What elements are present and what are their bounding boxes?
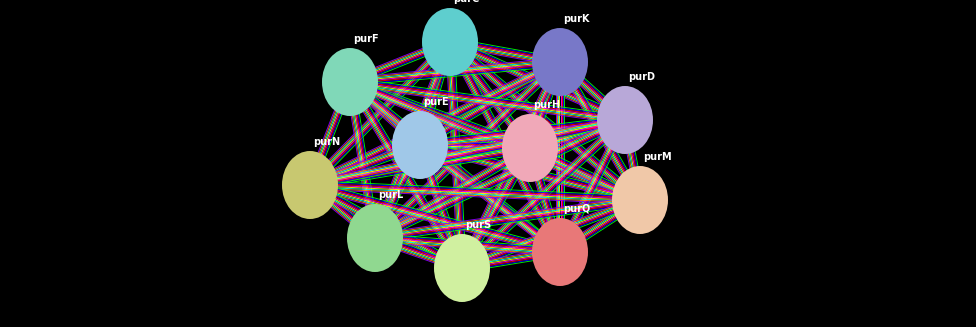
Ellipse shape — [532, 28, 588, 96]
Ellipse shape — [597, 86, 653, 154]
Ellipse shape — [282, 151, 338, 219]
Ellipse shape — [502, 114, 558, 182]
Text: purD: purD — [628, 72, 655, 82]
Ellipse shape — [422, 8, 478, 76]
Text: purM: purM — [643, 152, 671, 162]
Text: purE: purE — [423, 97, 449, 107]
Text: purH: purH — [533, 100, 560, 110]
Text: purC: purC — [453, 0, 479, 4]
Ellipse shape — [612, 166, 668, 234]
Ellipse shape — [532, 218, 588, 286]
Text: purL: purL — [378, 190, 403, 200]
Ellipse shape — [434, 234, 490, 302]
Text: purS: purS — [465, 220, 491, 230]
Ellipse shape — [392, 111, 448, 179]
Ellipse shape — [322, 48, 378, 116]
Text: purQ: purQ — [563, 204, 590, 214]
Ellipse shape — [347, 204, 403, 272]
Text: purK: purK — [563, 14, 590, 24]
Text: purF: purF — [353, 34, 379, 44]
Text: purN: purN — [313, 137, 340, 147]
